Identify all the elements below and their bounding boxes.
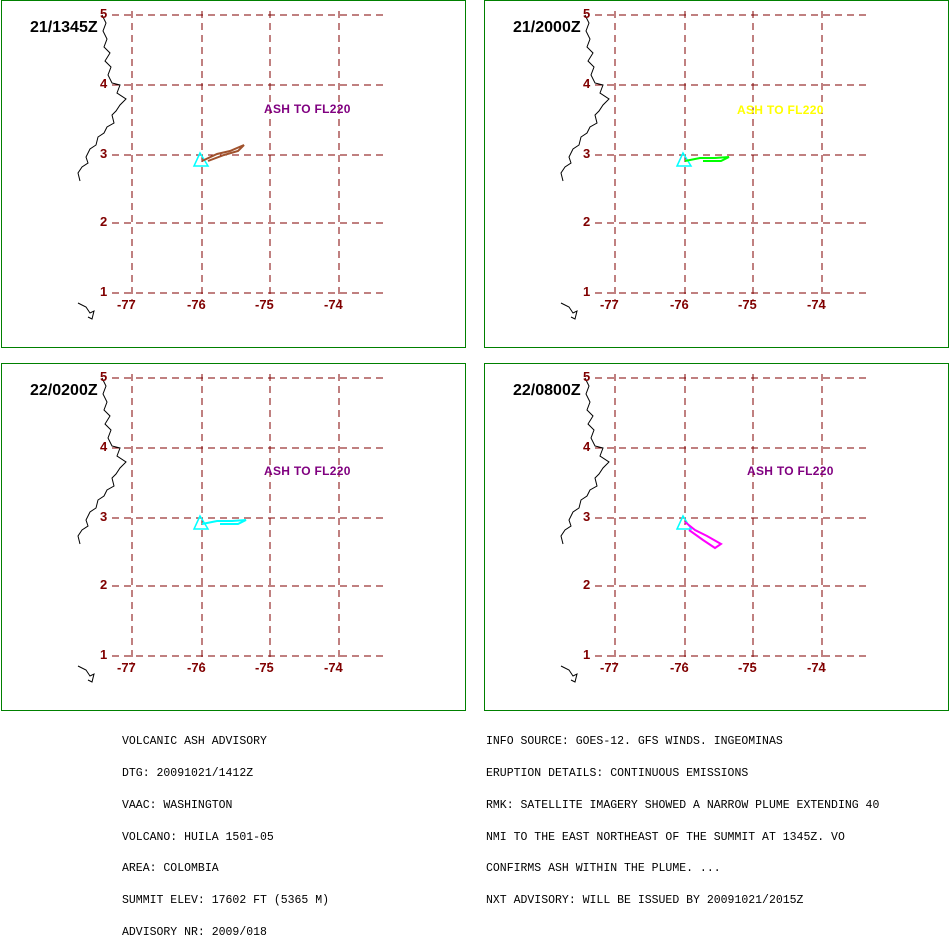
lon-tick-label: -75	[738, 660, 757, 675]
lon-tick-label: -75	[738, 297, 757, 312]
advisory-line: RMK: SATELLITE IMAGERY SHOWED A NARROW P…	[486, 798, 880, 812]
lat-tick-label: 3	[583, 509, 591, 524]
advisory-line: AREA: COLOMBIA	[122, 862, 219, 876]
ash-plume	[684, 521, 723, 550]
lon-tick-label: -77	[117, 297, 136, 312]
lon-tick-label: -75	[255, 297, 274, 312]
island-outline	[560, 665, 578, 683]
advisory-header-text: VOLCANIC ASH ADVISORY DTG: 20091021/1412…	[122, 716, 329, 949]
lat-tick-label: 4	[583, 76, 591, 91]
valid-time-label: 22/0200Z	[30, 382, 98, 399]
lon-tick-label: -77	[600, 660, 619, 675]
map-panel-1: 21/1345Z ASH TO FL220 5 4 3 2 1 -77 -76 -75 -74	[1, 0, 466, 348]
lon-tick-label: -74	[324, 297, 343, 312]
advisory-remarks-text: INFO SOURCE: GOES-12. GFS WINDS. INGEOMI…	[486, 716, 879, 917]
island-outline	[77, 665, 95, 683]
volcano-marker	[675, 151, 693, 167]
advisory-line: INFO SOURCE: GOES-12. GFS WINDS. INGEOMI…	[486, 735, 783, 749]
lon-tick-label: -76	[187, 297, 206, 312]
ash-plume	[201, 519, 247, 525]
advisory-line: ADVISORY NR: 2009/018	[122, 925, 267, 939]
lon-tick-label: -77	[600, 297, 619, 312]
map-panel-3: 22/0200Z ASH TO FL220 5 4 3 2 1 -77 -76 -75 -74	[1, 363, 466, 711]
lat-tick-label: 2	[100, 214, 108, 229]
lon-tick-label: -74	[324, 660, 343, 675]
lon-tick-label: -75	[255, 660, 274, 675]
lat-tick-label: 2	[100, 577, 108, 592]
lat-tick-label: 4	[100, 76, 108, 91]
lon-tick-label: -76	[670, 297, 689, 312]
advisory-line: VOLCANO: HUILA 1501-05	[122, 830, 274, 844]
island-outline	[560, 302, 578, 320]
map-panel-4: 22/0800Z ASH TO FL220 5 4 3 2 1 -77 -76 -75 -74	[484, 363, 949, 711]
coastline	[560, 377, 610, 545]
map-canvas	[77, 374, 387, 683]
map-canvas	[560, 374, 870, 683]
advisory-line: NMI TO THE EAST NORTHEAST OF THE SUMMIT …	[486, 830, 845, 844]
lat-tick-label: 4	[100, 439, 108, 454]
coastline	[77, 14, 127, 182]
ash-level-label: ASH TO FL220	[737, 103, 824, 117]
lat-tick-label: 4	[583, 439, 591, 454]
lat-tick-label: 5	[583, 369, 591, 384]
advisory-line: ERUPTION DETAILS: CONTINUOUS EMISSIONS	[486, 766, 749, 780]
map-canvas	[77, 11, 387, 320]
lat-tick-label: 3	[100, 146, 108, 161]
advisory-line: VOLCANIC ASH ADVISORY	[122, 735, 267, 749]
advisory-line: SUMMIT ELEV: 17602 FT (5365 M)	[122, 894, 330, 908]
coastline	[560, 14, 610, 182]
ash-level-label: ASH TO FL220	[747, 464, 834, 478]
lat-tick-label: 1	[100, 647, 108, 662]
lat-tick-label: 1	[100, 284, 108, 299]
lat-tick-label: 1	[583, 284, 591, 299]
advisory-line: NXT ADVISORY: WILL BE ISSUED BY 20091021…	[486, 894, 804, 908]
ash-plume	[201, 144, 245, 162]
advisory-line: DTG: 20091021/1412Z	[122, 766, 254, 780]
lat-tick-label: 5	[100, 6, 108, 21]
lat-tick-label: 3	[100, 509, 108, 524]
valid-time-label: 22/0800Z	[513, 382, 581, 399]
volcano-marker	[192, 514, 210, 530]
map-panel-2: 21/2000Z ASH TO FL220 5 4 3 2 1 -77 -76 -75 -74	[484, 0, 949, 348]
valid-time-label: 21/1345Z	[30, 19, 98, 36]
advisory-line: CONFIRMS ASH WITHIN THE PLUME. ...	[486, 862, 721, 876]
coastline	[77, 377, 127, 545]
advisory-line: VAAC: WASHINGTON	[122, 798, 233, 812]
lon-tick-label: -76	[187, 660, 206, 675]
lon-tick-label: -74	[807, 297, 826, 312]
lat-tick-label: 3	[583, 146, 591, 161]
lat-tick-label: 1	[583, 647, 591, 662]
map-canvas	[560, 11, 870, 320]
lat-tick-label: 5	[583, 6, 591, 21]
ash-plume	[684, 156, 730, 162]
lat-tick-label: 5	[100, 369, 108, 384]
lat-tick-label: 2	[583, 214, 591, 229]
lon-tick-label: -77	[117, 660, 136, 675]
lat-tick-label: 2	[583, 577, 591, 592]
lon-tick-label: -76	[670, 660, 689, 675]
ash-level-label: ASH TO FL220	[264, 102, 351, 116]
island-outline	[77, 302, 95, 320]
ash-level-label: ASH TO FL220	[264, 464, 351, 478]
valid-time-label: 21/2000Z	[513, 19, 581, 36]
lon-tick-label: -74	[807, 660, 826, 675]
